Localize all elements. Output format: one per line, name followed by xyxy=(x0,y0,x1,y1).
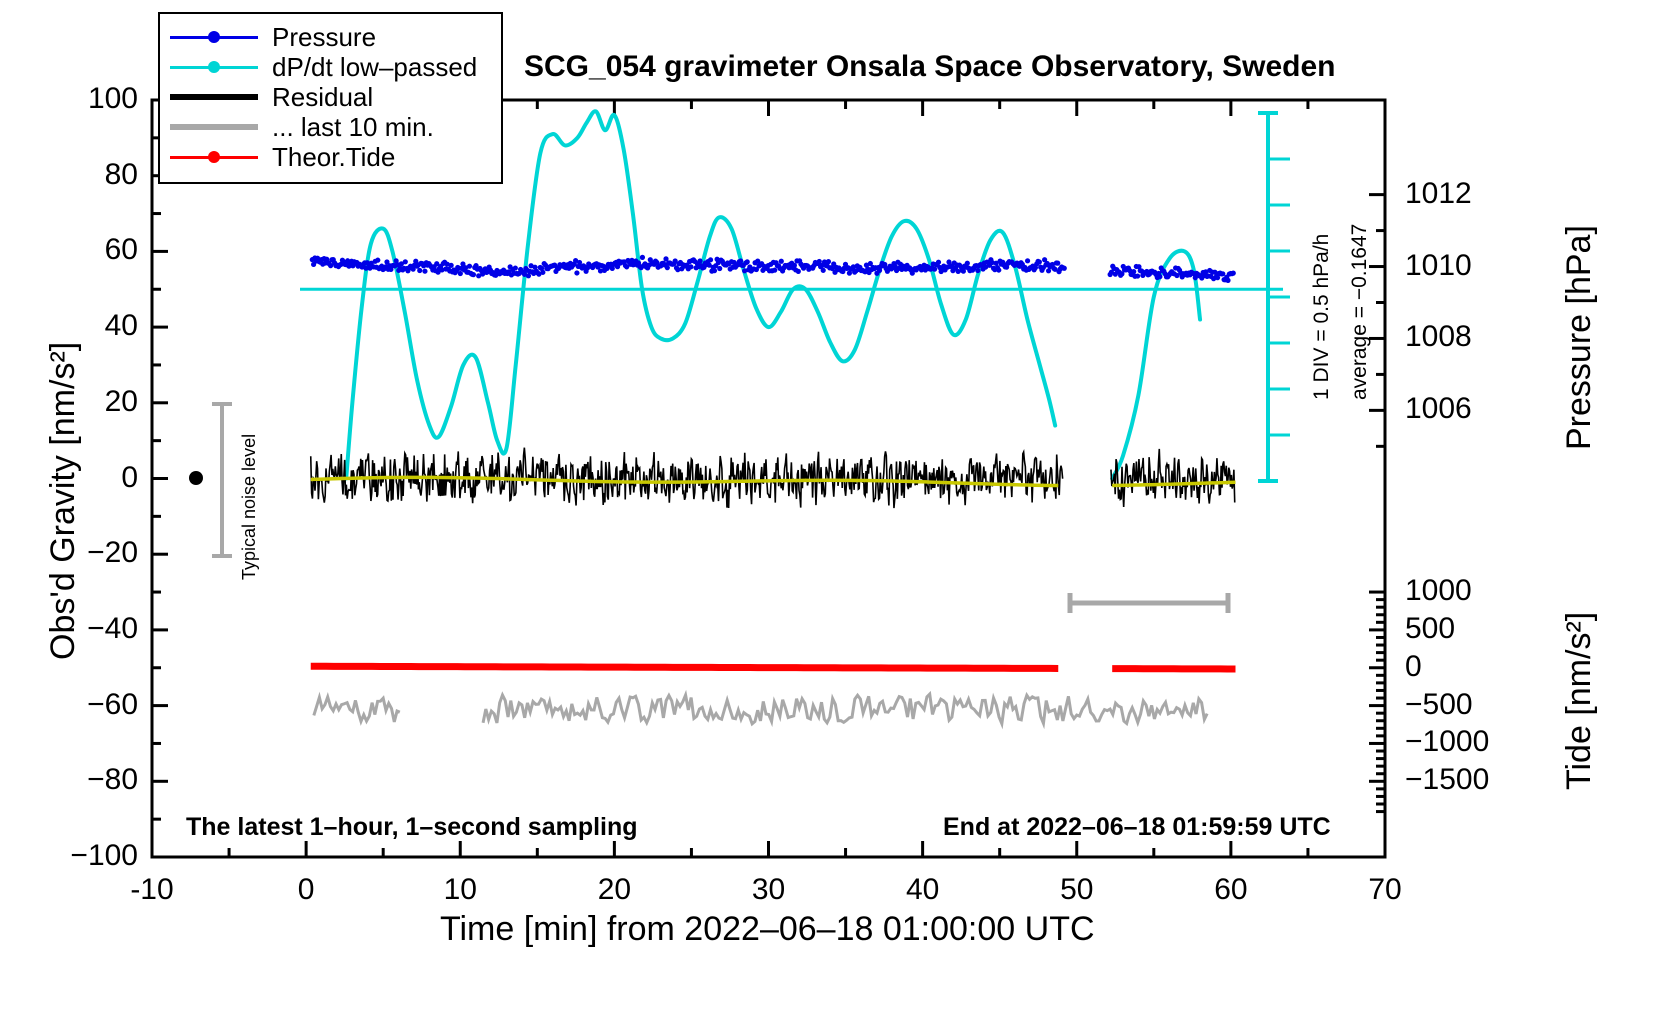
typical-noise-level-marker xyxy=(189,402,232,558)
tide-tick-label: 500 xyxy=(1405,611,1456,645)
y-tick-label: 60 xyxy=(104,233,138,267)
dpdt-scale-axis xyxy=(1258,111,1290,483)
y-tick-label: 0 xyxy=(121,460,138,494)
y-axis-right-tide-label: Tide [nm/s²] xyxy=(1560,611,1598,790)
pressure-tick-label: 1006 xyxy=(1405,392,1472,426)
pressure-tick-label: 1008 xyxy=(1405,320,1472,354)
x-tick-label: 50 xyxy=(1060,873,1094,906)
theoretical-tide-curve xyxy=(310,662,1236,673)
last-10-min-scale-bar xyxy=(1067,593,1231,613)
y-axis-left-ticks xyxy=(152,98,168,859)
legend-item-label: Pressure xyxy=(272,21,377,52)
y-tick-label: −40 xyxy=(87,611,138,645)
x-axis-label: Time [min] from 2022–06–18 01:00:00 UTC xyxy=(440,910,1095,948)
legend-item-1[interactable]: dP/dt low–passed xyxy=(166,52,501,82)
y-tick-label: 20 xyxy=(104,384,138,418)
legend-item-3[interactable]: ... last 10 min. xyxy=(166,112,501,142)
legend-swatch-icon xyxy=(166,82,262,112)
y-tick-label: −20 xyxy=(87,536,138,570)
y-axis-left-label: Obs'd Gravity [nm/s²] xyxy=(44,341,82,660)
legend-item-label: Residual xyxy=(272,81,374,112)
y-axis-right-ticks xyxy=(1369,193,1385,814)
end-time-note: End at 2022–06–18 01:59:59 UTC xyxy=(943,813,1331,841)
legend-item-label: dP/dt low–passed xyxy=(272,51,478,82)
pressure-scatter xyxy=(309,254,1236,283)
legend-item-2[interactable]: Residual xyxy=(166,82,501,112)
x-tick-label: 40 xyxy=(905,873,940,906)
legend-item-label: Theor.Tide xyxy=(272,141,396,172)
y-tick-label: 80 xyxy=(104,157,138,191)
tide-fit-curve xyxy=(310,475,1236,488)
tide-tick-label: −500 xyxy=(1405,687,1473,721)
tide-tick-label: 0 xyxy=(1405,649,1422,683)
y-tick-label: −100 xyxy=(70,839,138,872)
dpdt-average-annotation: average = −0.1647 xyxy=(1348,223,1371,400)
legend-swatch-icon xyxy=(166,22,262,52)
legend-swatch-icon xyxy=(166,52,262,82)
legend-item-0[interactable]: Pressure xyxy=(166,22,501,52)
x-tick-label: 30 xyxy=(751,873,786,906)
chart-title: SCG_054 gravimeter Onsala Space Observat… xyxy=(524,50,1336,83)
typical-noise-level-label: Typical noise level xyxy=(239,433,259,580)
pressure-tick-label: 1012 xyxy=(1405,176,1472,210)
tide-tick-label: −1000 xyxy=(1405,725,1490,759)
x-tick-label: 60 xyxy=(1214,873,1248,906)
y-tick-label: −80 xyxy=(87,763,138,797)
x-tick-label: 0 xyxy=(297,873,315,906)
y-axis-right-pressure-label: Pressure [hPa] xyxy=(1560,225,1598,450)
legend-item-4[interactable]: Theor.Tide xyxy=(166,142,501,172)
legend-item-label: ... last 10 min. xyxy=(272,111,434,142)
legend: Pressure dP/dt low–passed Residual... last… xyxy=(158,12,503,184)
x-tick-label: 70 xyxy=(1368,873,1402,906)
legend-swatch-icon xyxy=(166,112,262,142)
last-10-min-curve xyxy=(312,689,1209,730)
dpdt-scale-annotation: 1 DIV = 0.5 hPa/h xyxy=(1310,233,1333,400)
y-tick-label: 100 xyxy=(87,82,138,115)
legend-swatch-icon xyxy=(166,142,262,172)
x-tick-label: -10 xyxy=(130,873,174,906)
tide-tick-label: 1000 xyxy=(1405,574,1472,608)
tide-tick-label: −1500 xyxy=(1405,763,1490,797)
y-tick-label: −60 xyxy=(87,687,138,721)
pressure-tick-label: 1010 xyxy=(1405,248,1472,282)
x-tick-label: 20 xyxy=(597,873,632,906)
sampling-note: The latest 1–hour, 1–second sampling xyxy=(186,813,638,841)
x-tick-label: 10 xyxy=(443,873,477,906)
y-tick-label: 40 xyxy=(104,309,138,343)
